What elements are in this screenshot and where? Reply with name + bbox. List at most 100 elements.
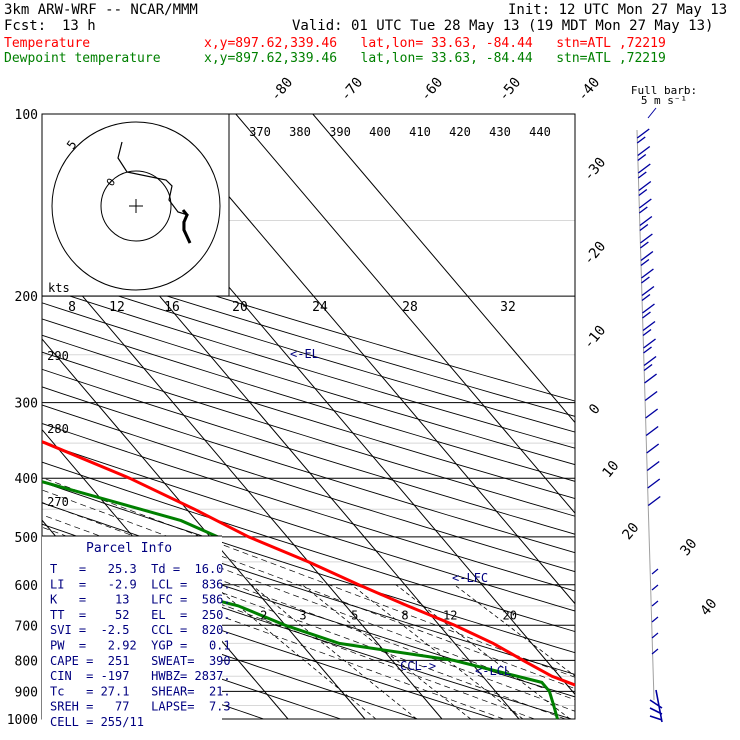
isotherm-label: -40	[575, 75, 604, 105]
mixing-ratio-label: 12	[443, 608, 457, 622]
theta-label: 380	[289, 125, 311, 139]
wind-barb	[639, 215, 653, 232]
pressure-tick-label: 400	[15, 472, 38, 487]
theta-label: 440	[529, 125, 551, 139]
dry-adiabat-line	[42, 334, 575, 500]
dewpoint-location: x,y=897.62,339.46 lat,lon= 33.63, -84.44…	[204, 51, 666, 66]
dry-adiabat-line	[42, 318, 575, 482]
isotherm-line	[42, 247, 443, 720]
dry-adiabat-line	[42, 286, 575, 449]
parcel-info-box: Parcel Info T = 25.3 Td = 16.0LI = -2.9 L…	[42, 535, 231, 729]
wind-staff-axis	[636, 129, 655, 701]
pressure-tick-label: 1000	[7, 713, 38, 728]
wind-barb	[638, 180, 652, 197]
isotherm-line	[42, 338, 366, 720]
wind-barb-light	[651, 632, 659, 639]
wind-barbs	[636, 107, 663, 723]
parcel-info-row: CELL = 255/11	[50, 715, 144, 729]
dry-adiabat-line	[42, 442, 575, 612]
wind-barb	[647, 478, 661, 489]
wind-barb	[641, 285, 655, 302]
isotherm-label: -30	[581, 155, 610, 185]
pressure-tick-label: 500	[15, 531, 38, 546]
parcel-info-row: T = 25.3 Td = 16.0	[50, 562, 223, 576]
pressure-tick-label: 100	[15, 108, 38, 123]
hodograph-units: kts	[48, 281, 70, 295]
barb-legend-units: 5 m s⁻¹	[641, 94, 687, 107]
wind-barb	[647, 495, 661, 507]
mixing-ratio-line	[351, 584, 524, 720]
wind-barb-light	[651, 600, 659, 607]
isotherm-label: -60	[418, 75, 447, 105]
isotherm-line	[312, 114, 575, 424]
pressure-tick-label: 300	[15, 397, 38, 412]
pressure-tick-label: 800	[15, 654, 38, 669]
wind-barb	[643, 355, 657, 372]
temperature-line	[42, 440, 575, 687]
theta-label: 410	[409, 125, 431, 139]
hodograph-speed-label: 8	[68, 300, 76, 315]
pressure-tick-label: 200	[15, 290, 38, 305]
wind-barb-legend-staff	[647, 107, 657, 119]
isotherm-label: -70	[338, 75, 367, 105]
parcel-info-row: SREH = 77 LAPSE= 7.3	[50, 700, 231, 714]
parcel-info-row: TT = 52 EL = 250.	[50, 608, 231, 622]
parcel-info-row: PW = 2.92 YGP = 0.1	[50, 639, 231, 653]
mixing-ratio-label: 3	[299, 608, 306, 622]
wind-barb-light	[651, 568, 659, 575]
dry-adiabat-line	[42, 481, 575, 654]
temperature-location: x,y=897.62,339.46 lat,lon= 33.63, -84.44…	[204, 36, 666, 51]
isotherm-line	[235, 114, 575, 514]
hodograph-inner-ring	[100, 170, 172, 242]
wind-barb-light	[651, 616, 659, 623]
theta-label: 270	[47, 495, 69, 509]
wind-barb	[645, 425, 659, 437]
mixing-ratio-line	[454, 584, 575, 677]
parcel-info-row: Tc = 27.1 SHEAR= 21.	[50, 684, 231, 698]
wind-barb	[639, 233, 653, 249]
dewpoint-legend: Dewpoint temperature	[4, 51, 161, 66]
parcel-level-annotation: CCL->	[400, 659, 436, 673]
parcel-info-row: SVI = -2.5 CCL = 820.	[50, 623, 231, 637]
isotherm-label: -20	[581, 239, 610, 269]
isotherm-label: 30	[677, 536, 700, 559]
dry-adiabat-line	[42, 302, 575, 466]
hodograph-trace	[181, 209, 192, 244]
isotherm-label: 10	[599, 458, 622, 481]
hodograph-speed-label: 24	[312, 300, 328, 315]
wind-barb	[644, 390, 658, 402]
dry-adiabat-line	[42, 568, 495, 720]
hodograph-speed-label: 12	[109, 300, 125, 315]
wind-barb	[640, 250, 654, 267]
wind-barb-light	[651, 648, 659, 655]
mixing-ratio-line	[395, 584, 571, 720]
dry-adiabat-line	[42, 423, 575, 592]
mixing-ratio-label: 8	[401, 608, 408, 622]
isotherm-label: 0	[586, 401, 604, 418]
plot-frame	[41, 113, 576, 720]
wind-barb	[646, 460, 660, 472]
mixing-ratio-label: 20	[503, 608, 517, 622]
wind-barb	[638, 198, 652, 214]
parcel-level-annotation: <-LCL	[475, 664, 511, 678]
wind-barb	[637, 145, 651, 162]
isotherm-line	[158, 114, 575, 605]
model-title: 3km ARW-WRF -- NCAR/MMM	[4, 2, 198, 18]
pressure-tick-label: 700	[15, 619, 38, 634]
theta-label: 400	[369, 125, 391, 139]
temperature-legend: Temperature	[4, 36, 91, 51]
mixing-ratio-label: 5	[351, 608, 358, 622]
dry-adiabat-line	[42, 256, 575, 417]
mixing-ratio-label: 2	[260, 608, 267, 622]
wind-barb	[637, 163, 651, 179]
dry-adiabat-line	[42, 404, 575, 573]
valid-time: Valid: 01 UTC Tue 28 May 13 (19 MDT Mon …	[292, 18, 714, 34]
isotherm-label: 40	[697, 596, 720, 619]
forecast-hours: 13 h	[62, 18, 96, 34]
hodograph-speed-label: 28	[402, 300, 418, 315]
theta-label: 370	[249, 125, 271, 139]
isotherm-label: -10	[581, 323, 610, 353]
wind-barb-surface	[649, 689, 663, 723]
